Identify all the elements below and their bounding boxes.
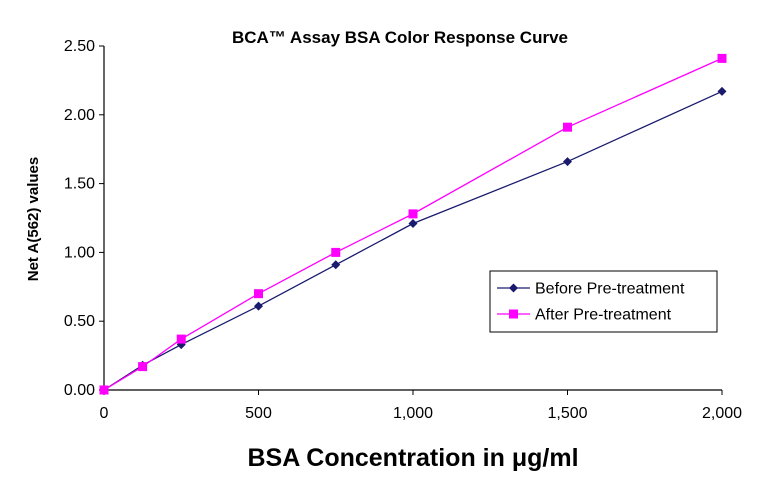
data-point-after bbox=[99, 385, 109, 395]
y-tick-label: 2.00 bbox=[64, 107, 95, 124]
legend-marker-after bbox=[509, 309, 518, 319]
chart-title: BCA™ Assay BSA Color Response Curve bbox=[232, 28, 568, 47]
data-point-before bbox=[717, 86, 727, 96]
y-tick-label: 1.00 bbox=[64, 244, 95, 261]
x-tick-label: 2,000 bbox=[702, 405, 742, 422]
data-point-before bbox=[331, 260, 341, 270]
series-layer bbox=[99, 53, 727, 395]
x-tick-label: 0 bbox=[100, 405, 109, 422]
y-tick-label: 0.00 bbox=[64, 382, 95, 399]
legend-label-before: Before Pre-treatment bbox=[535, 281, 685, 298]
data-point-after bbox=[717, 53, 727, 63]
data-point-after bbox=[254, 289, 263, 299]
axis-ticks: 0.00 0.50 1.00 1.50 2.00 2.50 0 500 1,000 1,500 2,… bbox=[64, 38, 742, 422]
y-tick-label: 0.50 bbox=[64, 313, 95, 330]
data-point-after bbox=[176, 334, 186, 344]
data-point-before bbox=[408, 219, 418, 229]
y-tick-label: 2.50 bbox=[64, 38, 95, 55]
y-axis-label: Net A(562) values bbox=[25, 157, 42, 282]
y-tick-label: 1.50 bbox=[64, 176, 95, 193]
data-point-after bbox=[138, 362, 148, 372]
x-tick-label: 1,500 bbox=[547, 405, 587, 422]
x-tick-label: 500 bbox=[245, 405, 272, 422]
data-point-after bbox=[331, 247, 341, 257]
series-line-before bbox=[103, 90, 723, 391]
data-point-after bbox=[408, 209, 418, 219]
x-axis-label: BSA Concentration in μg/ml bbox=[247, 444, 578, 472]
legend-label-after: After Pre-treatment bbox=[535, 307, 672, 324]
x-tick-label: 1,000 bbox=[393, 405, 433, 422]
data-point-after bbox=[563, 122, 572, 132]
legend-marker-before bbox=[509, 283, 518, 293]
legend-box bbox=[489, 270, 718, 333]
data-point-before bbox=[563, 157, 572, 167]
data-point-before bbox=[254, 301, 263, 311]
series-line-after bbox=[103, 57, 723, 391]
legend: Before Pre-treatment After Pre-treatment bbox=[489, 270, 718, 333]
